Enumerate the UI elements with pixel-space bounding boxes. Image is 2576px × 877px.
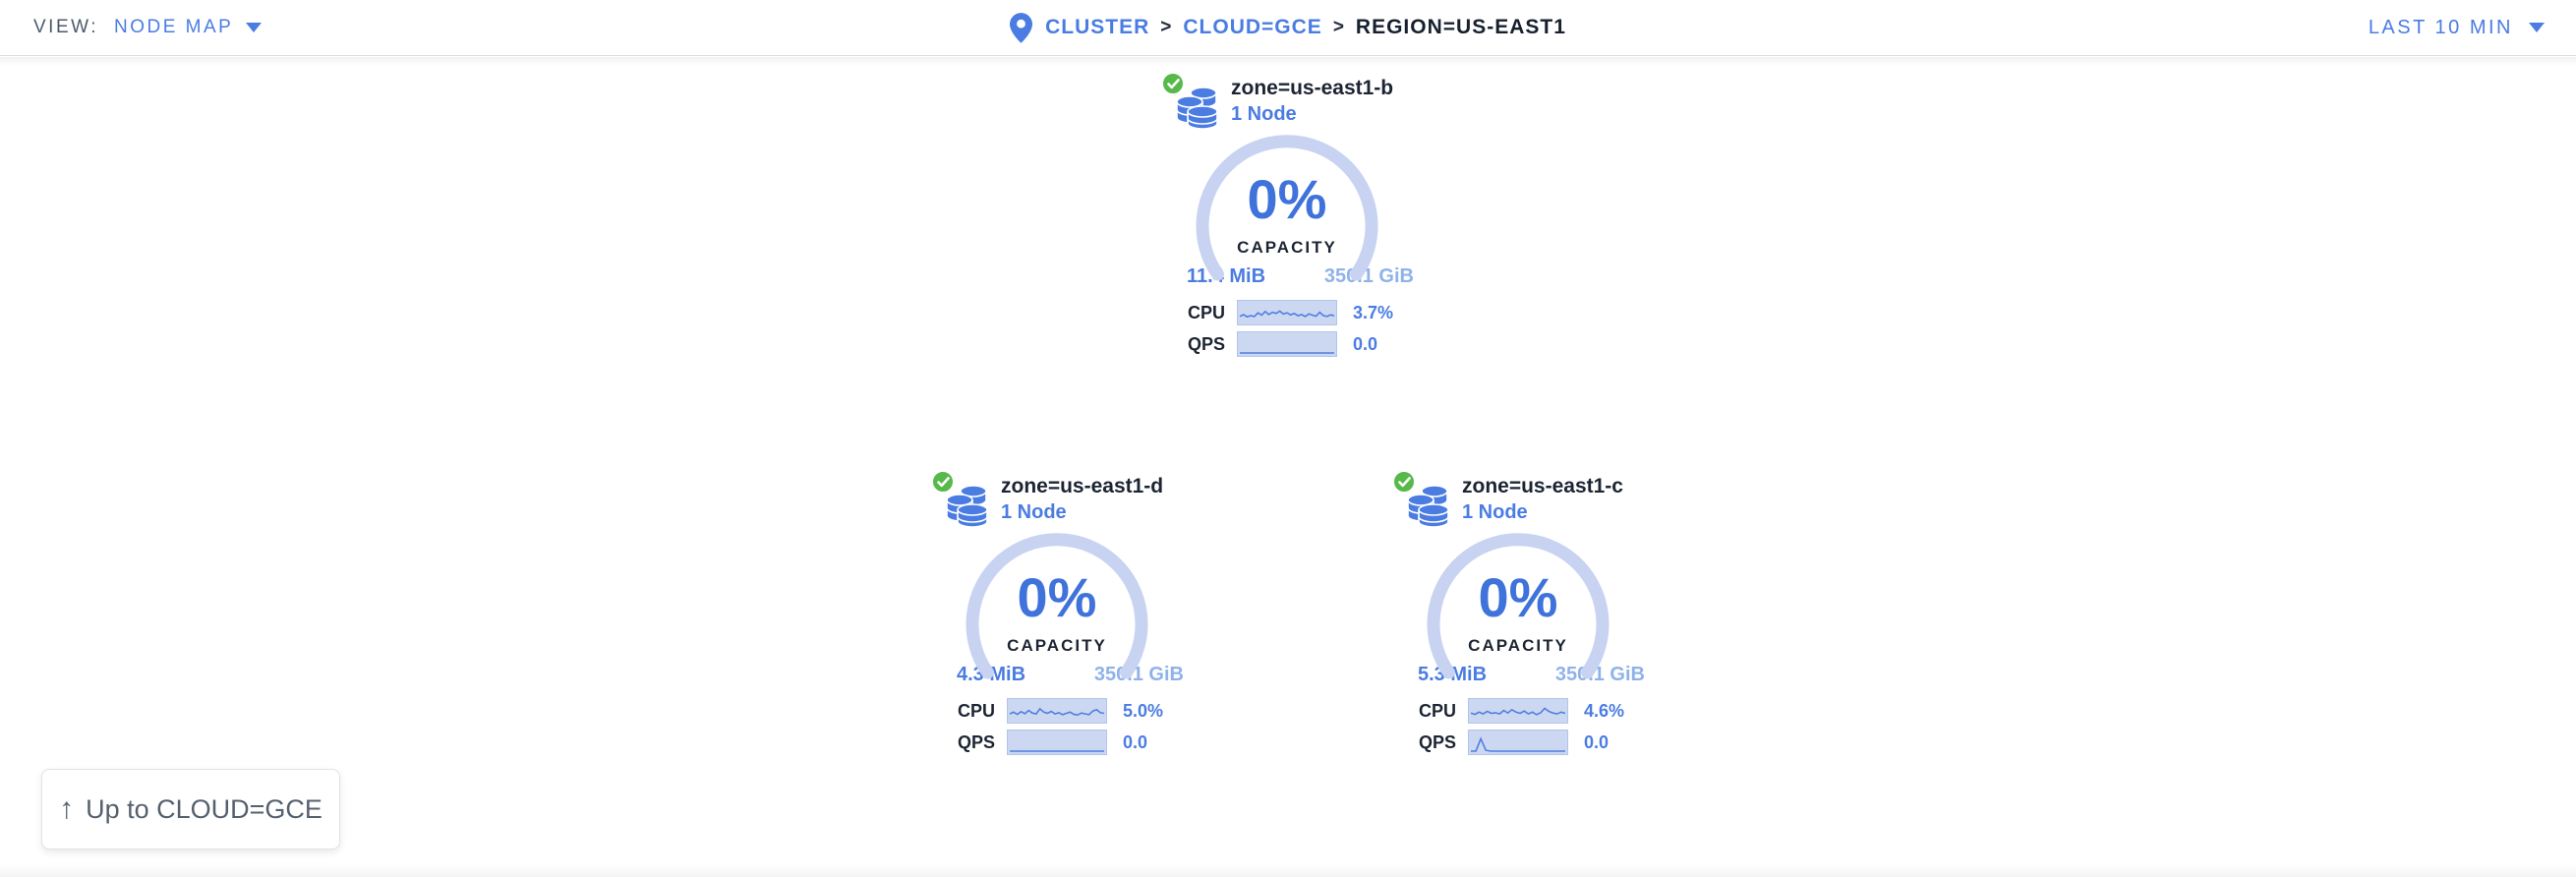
capacity-used: 11.4 MiB — [1187, 265, 1266, 287]
breadcrumb: CLUSTER > CLOUD=GCE > REGION=US-EAST1 — [1010, 0, 1566, 55]
qps-label: QPS — [1419, 731, 1457, 752]
time-range-value: LAST 10 MIN — [2368, 16, 2513, 38]
up-button-label: Up to CLOUD=GCE — [86, 793, 322, 824]
zone-card-us-east1-b[interactable]: zone=us-east1-b 1 Node 0% CAPACITY 11.4 … — [1160, 63, 1414, 357]
zone-node-count: 1 Node — [1462, 501, 1528, 523]
qps-sparkline — [1007, 730, 1107, 755]
capacity-percent: 0% — [1247, 168, 1327, 230]
capacity-percent: 0% — [1017, 566, 1097, 628]
cpu-row: CPU 5.0% — [958, 698, 1184, 724]
healthy-status-icon — [1161, 72, 1185, 95]
cpu-label: CPU — [1419, 700, 1457, 721]
qps-row: QPS 0.0 — [1188, 331, 1414, 357]
cpu-label: CPU — [1188, 302, 1226, 322]
cpu-sparkline — [1468, 698, 1568, 724]
qps-row: QPS 0.0 — [1419, 730, 1645, 755]
up-to-parent-button[interactable]: ↑ Up to CLOUD=GCE — [41, 769, 340, 849]
capacity-gauge: 0% CAPACITY — [959, 530, 1155, 679]
cpu-row: CPU 4.6% — [1419, 698, 1645, 724]
location-pin-icon — [1010, 12, 1033, 43]
healthy-status-icon — [931, 470, 955, 494]
capacity-values: 11.4 MiB 350.1 GiB — [1187, 265, 1414, 288]
zone-header: zone=us-east1-d 1 Node — [930, 461, 1184, 530]
view-selector[interactable]: NODE MAP — [114, 17, 263, 38]
qps-label: QPS — [958, 731, 996, 752]
nodes-stack-icon — [1407, 483, 1451, 533]
view-selector-value: NODE MAP — [114, 17, 234, 37]
zone-node-count: 1 Node — [1001, 501, 1067, 523]
qps-row: QPS 0.0 — [958, 730, 1184, 755]
time-range-selector[interactable]: LAST 10 MIN — [2369, 0, 2545, 55]
nodes-stack-icon — [946, 483, 990, 533]
zone-card-us-east1-d[interactable]: zone=us-east1-d 1 Node 0% CAPACITY 4.3 M… — [930, 461, 1184, 755]
capacity-label: CAPACITY — [1007, 636, 1107, 655]
zone-header: zone=us-east1-c 1 Node — [1391, 461, 1645, 530]
cpu-value: 3.7% — [1353, 302, 1394, 322]
view-label: VIEW: — [33, 17, 98, 37]
qps-value: 0.0 — [1584, 731, 1610, 752]
nodes-stack-icon — [1176, 85, 1220, 135]
topbar: VIEW: NODE MAP CLUSTER > CLOUD=GCE > REG… — [0, 0, 2576, 56]
capacity-label: CAPACITY — [1468, 636, 1568, 655]
cpu-value: 4.6% — [1584, 700, 1625, 721]
qps-label: QPS — [1188, 333, 1226, 354]
capacity-label: CAPACITY — [1237, 238, 1337, 257]
header-shadow — [0, 57, 2576, 66]
zone-titles: zone=us-east1-d 1 Node — [1001, 473, 1163, 525]
qps-value: 0.0 — [1353, 333, 1378, 354]
cpu-sparkline — [1007, 698, 1107, 724]
capacity-arc — [1427, 533, 1610, 679]
cpu-value: 5.0% — [1123, 700, 1164, 721]
bottom-edge-shade — [0, 863, 2576, 877]
breadcrumb-link-cluster[interactable]: CLUSTER — [1045, 16, 1150, 38]
qps-value: 0.0 — [1123, 731, 1148, 752]
capacity-total: 350.1 GiB — [1323, 265, 1414, 287]
capacity-arc — [966, 533, 1148, 679]
capacity-total: 350.1 GiB — [1093, 664, 1184, 685]
zone-titles: zone=us-east1-c 1 Node — [1462, 473, 1623, 525]
capacity-arc — [1196, 135, 1378, 281]
view-switcher: VIEW: NODE MAP — [33, 0, 263, 55]
chevron-down-icon — [246, 23, 263, 32]
breadcrumb-link-cloud-gce[interactable]: CLOUD=GCE — [1183, 16, 1322, 38]
zone-name: zone=us-east1-d — [1001, 475, 1164, 497]
breadcrumb-current-region: REGION=US-EAST1 — [1355, 16, 1566, 38]
zone-header: zone=us-east1-b 1 Node — [1160, 63, 1414, 132]
capacity-total: 350.1 GiB — [1554, 664, 1645, 685]
zone-titles: zone=us-east1-b 1 Node — [1231, 75, 1393, 127]
breadcrumb-separator: > — [1160, 17, 1173, 37]
cpu-label: CPU — [958, 700, 996, 721]
capacity-gauge: 0% CAPACITY — [1420, 530, 1616, 679]
cpu-row: CPU 3.7% — [1188, 300, 1414, 325]
qps-sparkline — [1237, 331, 1337, 357]
zone-card-us-east1-c[interactable]: zone=us-east1-c 1 Node 0% CAPACITY 5.3 M… — [1391, 461, 1645, 755]
qps-sparkline — [1468, 730, 1568, 755]
capacity-gauge: 0% CAPACITY — [1189, 132, 1385, 281]
breadcrumb-separator: > — [1332, 17, 1345, 37]
cpu-sparkline — [1237, 300, 1337, 325]
zone-name: zone=us-east1-b — [1231, 77, 1394, 99]
capacity-percent: 0% — [1478, 566, 1558, 628]
up-arrow-icon: ↑ — [59, 792, 75, 825]
node-map-canvas: zone=us-east1-b 1 Node 0% CAPACITY 11.4 … — [0, 57, 2576, 877]
zone-name: zone=us-east1-c — [1462, 475, 1623, 497]
zone-node-count: 1 Node — [1231, 103, 1297, 125]
chevron-down-icon — [2529, 23, 2545, 32]
healthy-status-icon — [1392, 470, 1416, 494]
